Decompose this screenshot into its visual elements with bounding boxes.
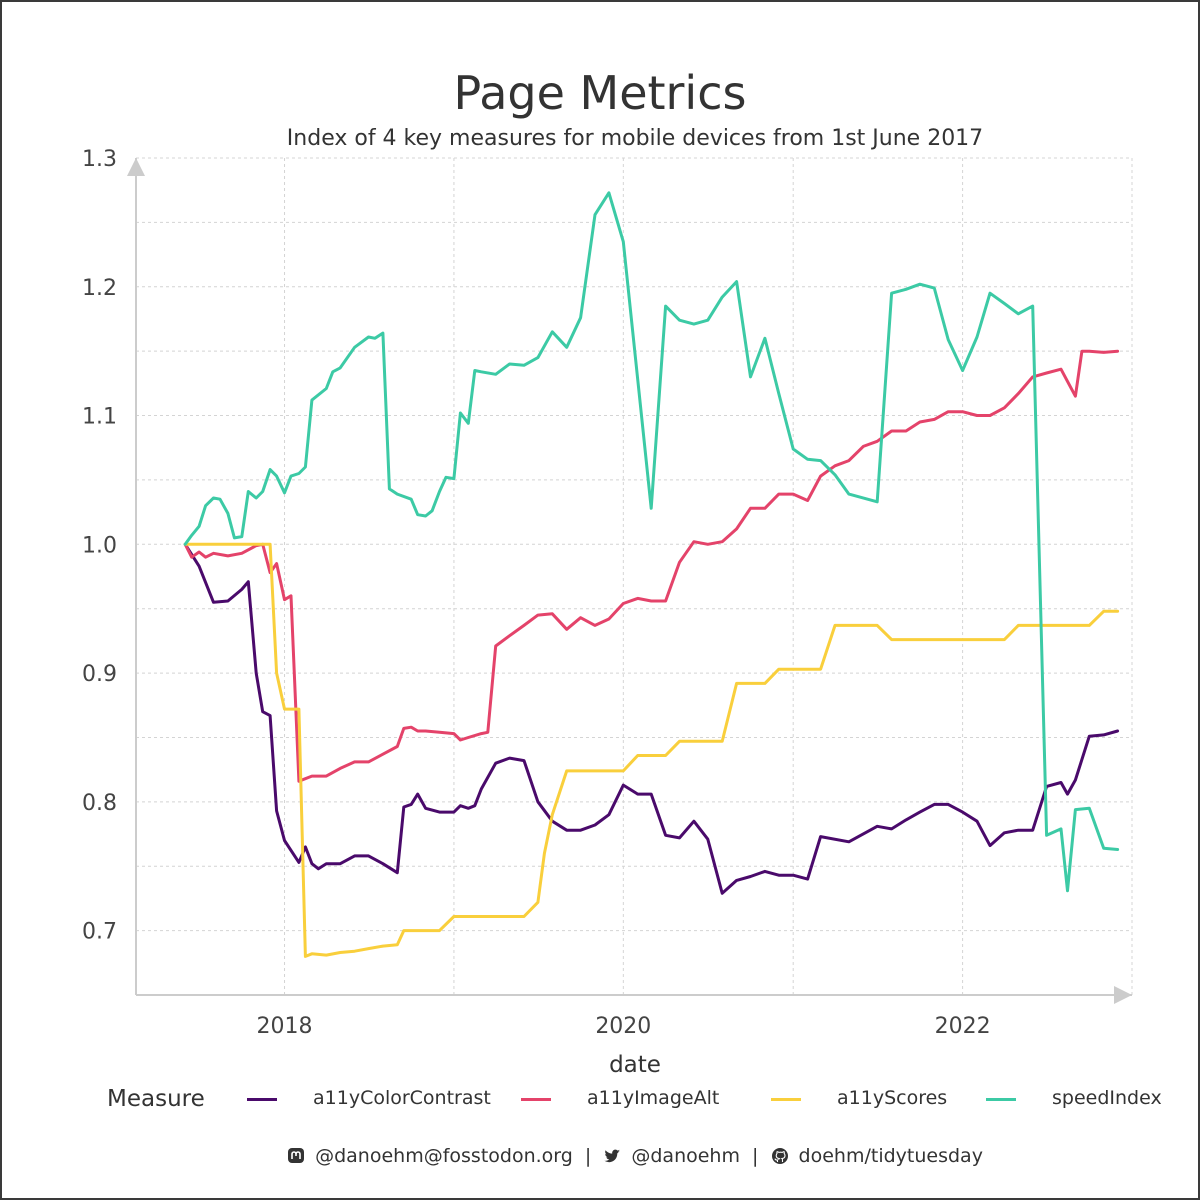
mastodon-icon <box>288 1147 305 1163</box>
twitter-icon <box>604 1149 621 1162</box>
series-lines <box>183 191 1120 958</box>
mastodon-handle[interactable]: @danoehm@fosstodon.org <box>315 1144 573 1167</box>
series-line-a11yimagealt <box>183 349 1120 783</box>
github-repo[interactable]: doehm/tidytuesday <box>798 1144 983 1167</box>
legend-label: a11yColorContrast <box>313 1087 491 1109</box>
y-tick-label: 0.8 <box>82 791 117 816</box>
x-tick-label: 2018 <box>257 1014 313 1039</box>
y-tick-label: 0.9 <box>82 662 117 687</box>
legend-key <box>521 1098 551 1101</box>
series-line-a11ycolorcontrast <box>183 542 1120 895</box>
chart-subtitle: Index of 4 key measures for mobile devic… <box>286 126 984 151</box>
caption-separator: | <box>584 1144 592 1167</box>
series-line-a11yscores <box>183 542 1120 958</box>
y-axis-arrow-icon <box>127 158 145 176</box>
x-tick-label: 2020 <box>595 1014 651 1039</box>
y-tick-label: 1.3 <box>82 147 117 172</box>
caption-separator: | <box>752 1144 759 1167</box>
chart-title: Page Metrics <box>453 66 747 120</box>
series-line-speedindex <box>183 191 1120 893</box>
grid-lines <box>136 157 1133 996</box>
legend-key <box>986 1098 1016 1101</box>
github-icon <box>771 1147 788 1164</box>
y-tick-label: 0.7 <box>82 920 117 945</box>
legend-key <box>247 1098 277 1101</box>
x-tick-label: 2022 <box>935 1014 991 1039</box>
twitter-handle[interactable]: @danoehm <box>631 1144 740 1167</box>
legend-label: speedIndex <box>1052 1087 1162 1109</box>
y-tick-label: 1.1 <box>82 405 117 430</box>
x-axis-arrow-icon <box>1114 986 1132 1004</box>
legend: Measure a11yColorContrast a11yImageAlt a… <box>0 1084 1200 1120</box>
x-axis-label: date <box>609 1052 661 1078</box>
legend-key <box>771 1098 801 1101</box>
y-tick-label: 1.0 <box>82 533 117 558</box>
axes <box>127 158 1132 1004</box>
legend-label: a11yScores <box>837 1087 948 1109</box>
caption: @danoehm@fosstodon.org | @danoehm | doeh… <box>0 1144 1200 1167</box>
legend-label: a11yImageAlt <box>587 1087 720 1109</box>
legend-title: Measure <box>107 1086 205 1112</box>
tick-labels: 0.7 0.8 0.9 1.0 1.1 1.2 1.3 2018 2020 2022 <box>82 147 991 1039</box>
y-tick-label: 1.2 <box>82 276 117 301</box>
